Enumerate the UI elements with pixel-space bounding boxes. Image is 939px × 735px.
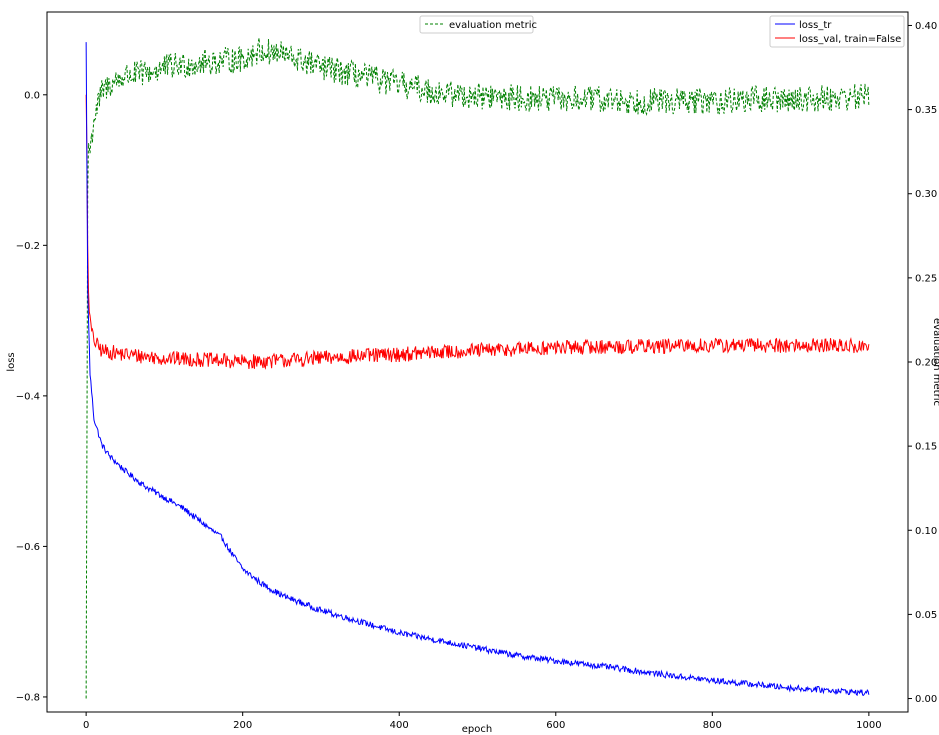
legend-metric: evaluation metric: [419, 15, 537, 34]
y-tick-label-right: 0.40: [915, 21, 937, 32]
x-axis-label: epoch: [462, 724, 492, 735]
y-tick-label: −0.8: [16, 692, 40, 703]
legend-loss-val-label: loss_val, train=False: [799, 34, 901, 45]
x-tick-label: 0: [83, 720, 89, 731]
x-tick-label: 400: [390, 720, 409, 731]
y-tick-label: 0.0: [24, 90, 40, 101]
y-tick-label-right: 0.15: [915, 442, 937, 453]
legend-loss-box: [769, 15, 905, 48]
y-tick-label-right: 0.05: [915, 610, 937, 621]
legend-metric-box: [419, 15, 534, 34]
y-tick-label: −0.6: [16, 542, 40, 553]
legend-loss: loss_tr loss_val, train=False: [769, 15, 905, 48]
series-line-evaluation-metric: [85, 37, 870, 699]
x-tick-label: 800: [703, 720, 722, 731]
y-tick-label-right: 0.30: [915, 189, 937, 200]
x-tick-label: 600: [546, 720, 565, 731]
y-tick-label-right: 0.35: [915, 105, 937, 116]
x-tick-label: 200: [233, 720, 252, 731]
y-tick-label-right: 0.00: [915, 694, 937, 705]
y-tick-label-right: 0.20: [915, 358, 937, 369]
series-line-loss-tr: [85, 42, 870, 697]
y-tick-label-right: 0.10: [915, 526, 937, 537]
legend-loss-tr-label: loss_tr: [799, 20, 832, 31]
y-axis-label-right: evaluation metric: [931, 318, 939, 406]
y-tick-label: −0.2: [16, 241, 40, 252]
y-tick-label-right: 0.25: [915, 273, 937, 284]
ticks-layer: 0 200 400 600 800 1000 −0.8 −0.6 −0.4 −0.2 0.0 0.00…: [16, 21, 938, 731]
series-layer: [85, 37, 870, 699]
y-tick-label: −0.4: [16, 391, 40, 402]
x-tick-label: 1000: [856, 720, 881, 731]
legend-metric-label: evaluation metric: [449, 20, 537, 31]
series-line-loss-val-train-false: [85, 94, 870, 370]
y-axis-label: loss: [6, 352, 17, 371]
